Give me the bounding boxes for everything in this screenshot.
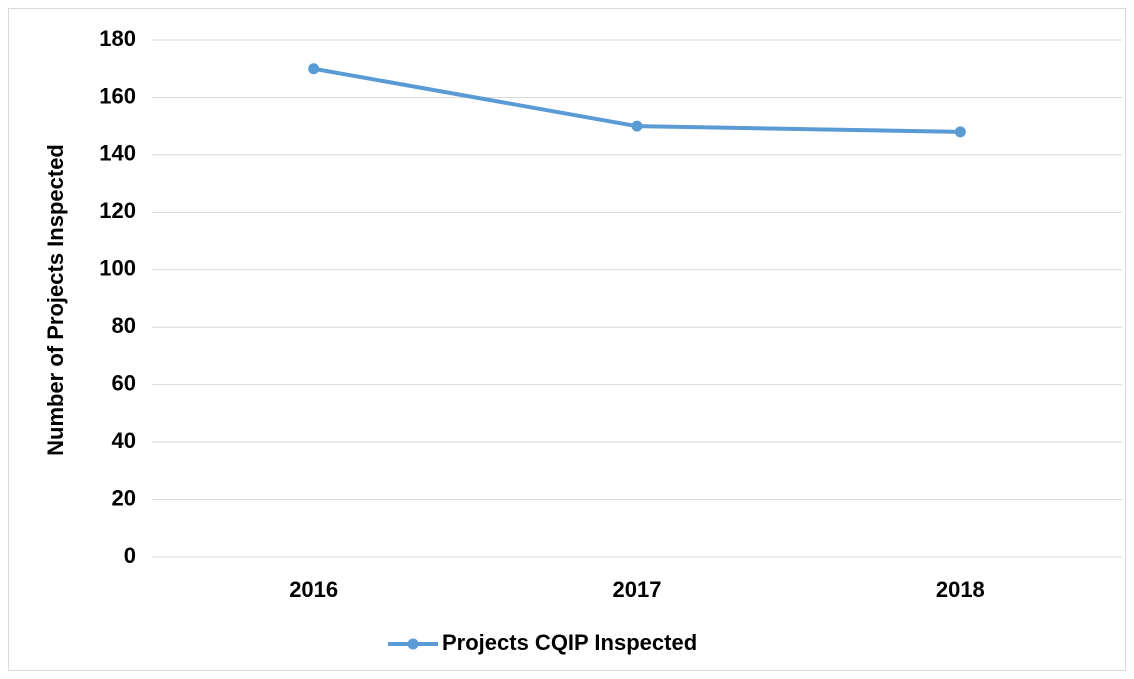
y-tick-label: 0 — [124, 543, 136, 568]
y-tick-label: 20 — [112, 485, 136, 510]
data-point — [631, 120, 643, 132]
x-tick-label: 2016 — [289, 577, 338, 602]
y-tick-label: 140 — [99, 141, 136, 166]
y-tick-label: 100 — [99, 256, 136, 281]
y-axis-label: Number of Projects Inspected — [43, 144, 68, 456]
y-tick-label: 160 — [99, 83, 136, 108]
data-point — [308, 63, 320, 75]
y-tick-label: 80 — [112, 313, 136, 338]
y-tick-label: 180 — [99, 26, 136, 51]
chart-frame — [8, 8, 1126, 671]
data-point — [954, 126, 966, 138]
x-tick-label: 2018 — [936, 577, 985, 602]
legend-label: Projects CQIP Inspected — [442, 630, 697, 655]
y-tick-label: 120 — [99, 198, 136, 223]
legend-marker — [407, 638, 419, 650]
x-tick-label: 2017 — [613, 577, 662, 602]
y-tick-label: 40 — [112, 428, 136, 453]
y-tick-label: 60 — [112, 370, 136, 395]
